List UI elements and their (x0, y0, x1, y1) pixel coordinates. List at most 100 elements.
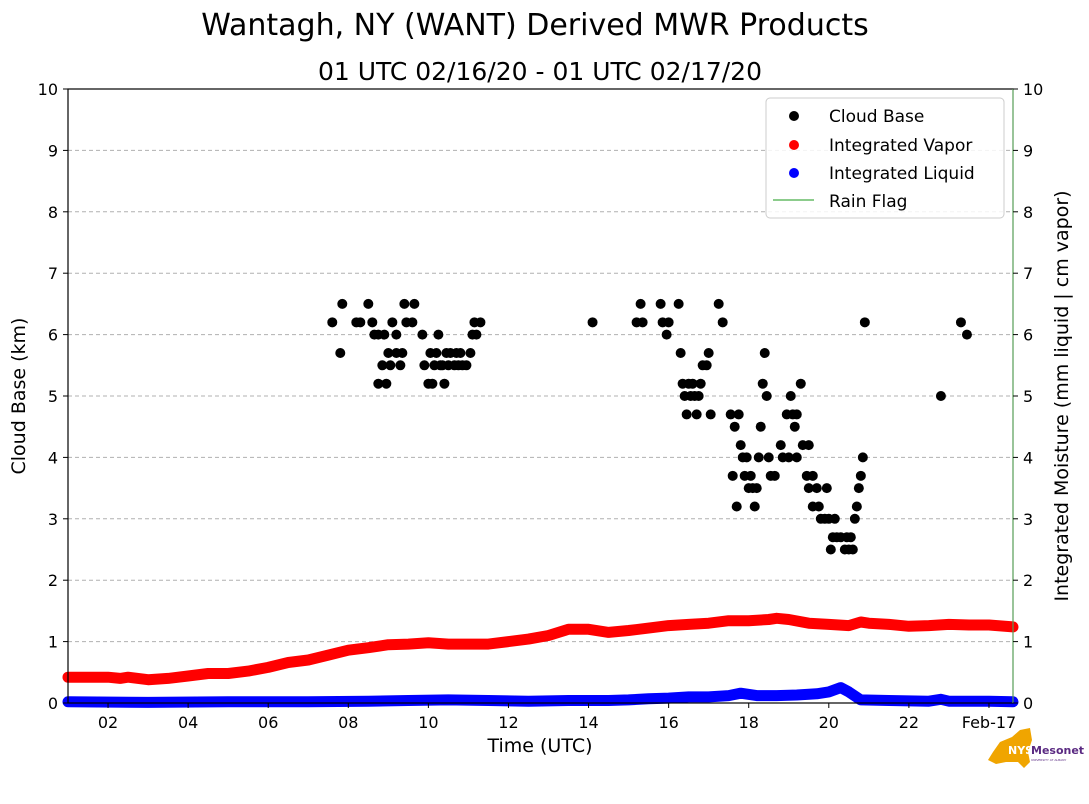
cloud-base-point (785, 391, 796, 401)
cloud-base-point (417, 329, 428, 340)
data-point (283, 657, 294, 668)
cloud-base-point (751, 483, 762, 494)
cloud-base-point (845, 532, 856, 543)
data-point (771, 613, 782, 624)
legend-marker-integrated-liquid (789, 168, 799, 178)
cloud-base-point (661, 329, 672, 340)
cloud-base-point (367, 317, 378, 328)
data-point (483, 639, 494, 650)
cloud-base-point (769, 470, 780, 481)
data-point (523, 634, 534, 645)
y-tick-label: 8 (48, 203, 58, 222)
data-point (823, 686, 834, 697)
data-point (403, 639, 414, 650)
y-tick-label: 5 (48, 387, 58, 406)
cloud-base-point (759, 348, 770, 359)
cloud-base-point (637, 317, 648, 328)
cloud-base-point (635, 298, 646, 309)
data-point (903, 621, 914, 632)
cloud-base-point (431, 348, 442, 359)
data-point (863, 618, 874, 629)
data-point (523, 696, 534, 707)
x-tick-label: 22 (899, 713, 919, 732)
cloud-base-point (377, 360, 388, 371)
data-point (403, 695, 414, 706)
x-axis-label: Time (UTC) (486, 735, 592, 757)
cloud-base-point (813, 501, 824, 512)
cloud-base-point (695, 378, 706, 389)
data-point (123, 672, 134, 683)
cloud-base-point (713, 298, 724, 309)
data-point (703, 691, 714, 702)
integrated-liquid-series (62, 682, 1019, 708)
data-point (823, 619, 834, 630)
cloud-base-point (427, 378, 438, 389)
y-tick-label: 10 (38, 80, 58, 99)
data-point (263, 662, 274, 673)
data-point (303, 655, 314, 666)
cloud-base-point (381, 378, 392, 389)
cloud-base-point (681, 409, 692, 420)
data-point (223, 668, 234, 679)
cloud-base-point (825, 544, 836, 555)
cloud-base-point (857, 452, 868, 463)
cloud-base-point (733, 409, 744, 420)
data-point (383, 639, 394, 650)
cloud-base-point (433, 329, 444, 340)
cloud-base-point (791, 452, 802, 463)
y-tick-label: 9 (48, 141, 58, 160)
legend-label-integrated-liquid: Integrated Liquid (829, 164, 975, 184)
data-point (935, 694, 946, 705)
cloud-base-point (407, 317, 418, 328)
data-point (983, 620, 994, 631)
y-axis-left: 0 1 2 3 4 5 6 7 8 9 10 (38, 80, 68, 713)
logo-mesonet-text: Mesonet (1031, 744, 1084, 757)
series-layer (62, 298, 1019, 708)
data-point (843, 686, 854, 697)
legend-label-rain-flag: Rain Flag (829, 192, 907, 212)
data-point (603, 695, 614, 706)
data-point (683, 619, 694, 630)
y-right-tick-label: 9 (1023, 141, 1033, 160)
cloud-base-point (675, 348, 686, 359)
cloud-base-point (745, 470, 756, 481)
cloud-base-point (789, 421, 800, 432)
logo-nys-text: NYS (1008, 744, 1033, 757)
chart-subtitle: 01 UTC 02/16/20 - 01 UTC 02/17/20 (318, 57, 762, 86)
x-tick-label: 20 (819, 713, 839, 732)
data-point (103, 672, 114, 683)
data-point (623, 625, 634, 636)
cloud-base-point (811, 483, 822, 494)
data-point (783, 614, 794, 625)
x-tick-label: Feb-17 (962, 713, 1016, 732)
data-point (723, 615, 734, 626)
cloud-base-point (419, 360, 430, 371)
cloud-base-point (663, 317, 674, 328)
x-tick-label: 08 (338, 713, 358, 732)
data-point (343, 645, 354, 656)
x-tick-label: 04 (178, 713, 198, 732)
data-point (643, 623, 654, 634)
cloud-base-point (731, 501, 742, 512)
data-point (811, 688, 822, 699)
y-right-tick-label: 10 (1023, 80, 1043, 99)
y-right-tick-label: 8 (1023, 203, 1033, 222)
data-point (683, 691, 694, 702)
x-tick-label: 16 (658, 713, 678, 732)
cloud-base-point (691, 409, 702, 420)
cloud-base-point (387, 317, 398, 328)
cloud-base-point (335, 348, 346, 359)
data-point (923, 620, 934, 631)
y-axis-right-label: Integrated Moisture (mm liquid | cm vapo… (1051, 190, 1073, 601)
cloud-base-series (327, 298, 972, 555)
nys-mesonet-logo: NYS Mesonet UNIVERSITY AT ALBANY (988, 728, 1084, 768)
y-tick-label: 3 (48, 510, 58, 529)
y-right-tick-label: 2 (1023, 571, 1033, 590)
cloud-base-point (849, 513, 860, 524)
cloud-base-point (693, 391, 704, 401)
data-point (203, 668, 214, 679)
data-point (115, 673, 126, 684)
y-axis-label: Cloud Base (km) (8, 318, 30, 475)
data-point (603, 627, 614, 638)
